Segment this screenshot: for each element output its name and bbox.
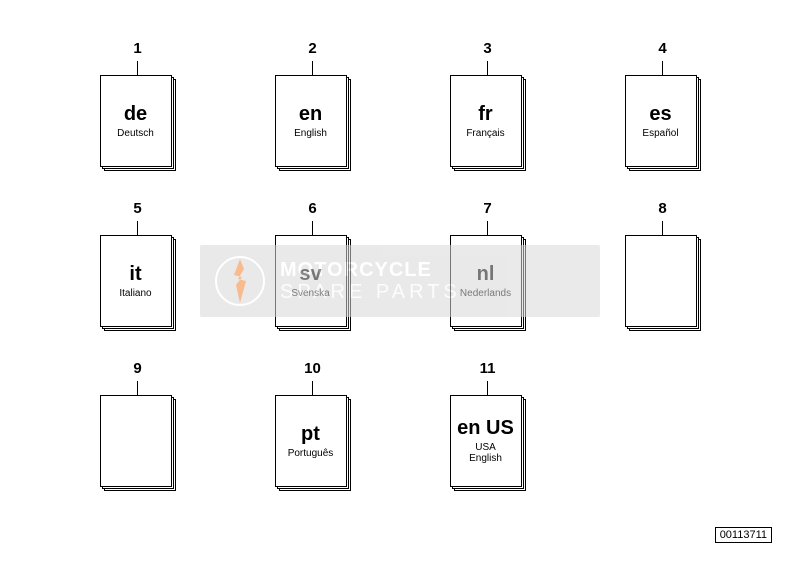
part-number-box: 00113711 <box>715 527 772 543</box>
page-front: fr Français <box>450 75 522 167</box>
connector-line <box>662 221 663 235</box>
booklet-cell: 4 es Español <box>575 40 750 200</box>
booklet-icon: it Italiano <box>100 235 176 331</box>
booklet-cell: 5 it Italiano <box>50 200 225 360</box>
booklet-icon: de Deutsch <box>100 75 176 171</box>
connector-line <box>137 381 138 395</box>
page-front <box>100 395 172 487</box>
booklet-cell: 1 de Deutsch <box>50 40 225 200</box>
connector-line <box>487 221 488 235</box>
item-number: 10 <box>304 360 321 377</box>
connector-line <box>312 61 313 75</box>
page-front: sv Svenska <box>275 235 347 327</box>
language-name: English <box>294 128 327 139</box>
part-number: 00113711 <box>720 529 767 541</box>
booklet-icon <box>100 395 176 491</box>
booklet-icon: nl Nederlands <box>450 235 526 331</box>
page-front: de Deutsch <box>100 75 172 167</box>
language-code: pt <box>301 424 320 444</box>
booklet-cell: 9 <box>50 360 225 520</box>
language-name: Português <box>288 448 334 459</box>
language-name: Español <box>642 128 678 139</box>
connector-line <box>312 221 313 235</box>
item-number: 9 <box>133 360 141 377</box>
item-number: 7 <box>483 200 491 217</box>
item-number: 1 <box>133 40 141 57</box>
item-number: 2 <box>308 40 316 57</box>
connector-line <box>487 381 488 395</box>
language-name: USAEnglish <box>469 442 502 464</box>
connector-line <box>487 61 488 75</box>
language-name: Français <box>466 128 504 139</box>
page-front <box>625 235 697 327</box>
language-name: Deutsch <box>117 128 154 139</box>
booklet-cell: 7 nl Nederlands <box>400 200 575 360</box>
booklet-cell: 8 <box>575 200 750 360</box>
booklet-cell: 6 sv Svenska <box>225 200 400 360</box>
booklet-cell: 11 en US USAEnglish <box>400 360 575 520</box>
booklet-icon: pt Português <box>275 395 351 491</box>
page-front: nl Nederlands <box>450 235 522 327</box>
booklet-icon: fr Français <box>450 75 526 171</box>
page-front: pt Português <box>275 395 347 487</box>
language-name: Nederlands <box>460 288 511 299</box>
language-code: en <box>299 104 322 124</box>
booklet-icon: sv Svenska <box>275 235 351 331</box>
booklet-cell: 2 en English <box>225 40 400 200</box>
booklet-icon: en US USAEnglish <box>450 395 526 491</box>
booklet-icon <box>625 235 701 331</box>
language-name: Svenska <box>291 288 329 299</box>
item-number: 6 <box>308 200 316 217</box>
language-code: en US <box>457 418 514 438</box>
connector-line <box>137 221 138 235</box>
booklet-icon: en English <box>275 75 351 171</box>
language-code: nl <box>477 264 495 284</box>
connector-line <box>312 381 313 395</box>
language-code: sv <box>299 264 321 284</box>
page-front: en US USAEnglish <box>450 395 522 487</box>
item-number: 3 <box>483 40 491 57</box>
item-number: 11 <box>480 360 496 377</box>
language-name: Italiano <box>119 288 151 299</box>
language-code: es <box>649 104 671 124</box>
booklet-cell: 10 pt Português <box>225 360 400 520</box>
booklet-icon: es Español <box>625 75 701 171</box>
page-front: it Italiano <box>100 235 172 327</box>
booklet-grid: 1 de Deutsch 2 en English 3 fr Français 4 es Españo… <box>50 40 750 520</box>
page-front: en English <box>275 75 347 167</box>
item-number: 5 <box>133 200 141 217</box>
connector-line <box>662 61 663 75</box>
language-code: it <box>129 264 141 284</box>
item-number: 8 <box>658 200 666 217</box>
language-code: fr <box>478 104 492 124</box>
item-number: 4 <box>658 40 666 57</box>
booklet-cell: 3 fr Français <box>400 40 575 200</box>
page-front: es Español <box>625 75 697 167</box>
language-code: de <box>124 104 147 124</box>
connector-line <box>137 61 138 75</box>
